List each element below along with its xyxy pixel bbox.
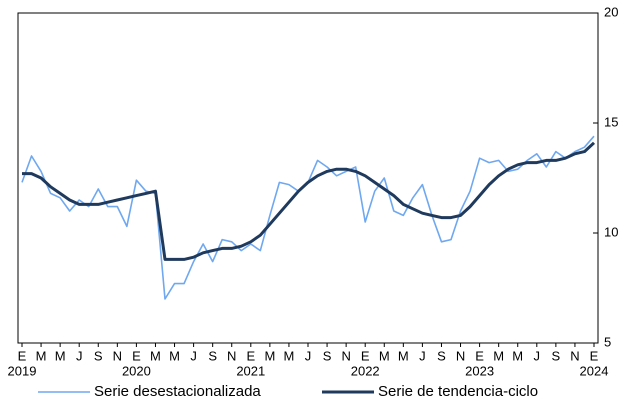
x-tick-label: N — [113, 348, 122, 363]
x-tick-label: M — [169, 348, 180, 363]
x-tick-label: N — [341, 348, 350, 363]
y-tick-label: 20 — [604, 4, 618, 19]
x-tick-label: N — [227, 348, 236, 363]
x-tick-label: M — [36, 348, 47, 363]
series-line — [22, 141, 596, 261]
x-tick-label: J — [534, 348, 541, 363]
x-tick-label: E — [361, 348, 370, 363]
x-tick-label: M — [150, 348, 161, 363]
plot-frame — [17, 12, 599, 344]
year-label: 2022 — [351, 363, 380, 378]
x-tick-label: E — [18, 348, 27, 363]
x-tick-label: J — [190, 348, 197, 363]
x-tick-label: M — [264, 348, 275, 363]
year-label: 2019 — [8, 363, 37, 378]
x-tick-label: J — [419, 348, 426, 363]
legend-label: Serie desestacionalizada — [94, 383, 261, 400]
x-tick-label: S — [323, 348, 332, 363]
x-tick-label: E — [590, 348, 599, 363]
y-tick-label: 15 — [604, 114, 618, 129]
year-label: 2020 — [122, 363, 151, 378]
year-label: 2021 — [236, 363, 265, 378]
x-tick-label: M — [398, 348, 409, 363]
x-tick-label: N — [456, 348, 465, 363]
year-label: 2023 — [465, 363, 494, 378]
y-tick-label: 10 — [604, 224, 618, 239]
x-tick-label: S — [94, 348, 103, 363]
x-tick-label: S — [208, 348, 217, 363]
x-tick-label: E — [475, 348, 484, 363]
x-tick-label: J — [76, 348, 83, 363]
x-tick-label: M — [284, 348, 295, 363]
x-tick-label: M — [55, 348, 66, 363]
y-tick-label: 5 — [604, 334, 611, 349]
x-tick-label: E — [246, 348, 255, 363]
x-tick-label: E — [132, 348, 141, 363]
x-tick-label: M — [379, 348, 390, 363]
year-label: 2024 — [580, 363, 609, 378]
x-tick-label: S — [552, 348, 561, 363]
legend-label: Serie de tendencia-ciclo — [378, 383, 538, 400]
x-tick-label: S — [437, 348, 446, 363]
x-tick-label: M — [512, 348, 523, 363]
x-tick-label: M — [493, 348, 504, 363]
x-tick-label: N — [570, 348, 579, 363]
x-tick-label: J — [305, 348, 312, 363]
series-line — [21, 135, 595, 300]
